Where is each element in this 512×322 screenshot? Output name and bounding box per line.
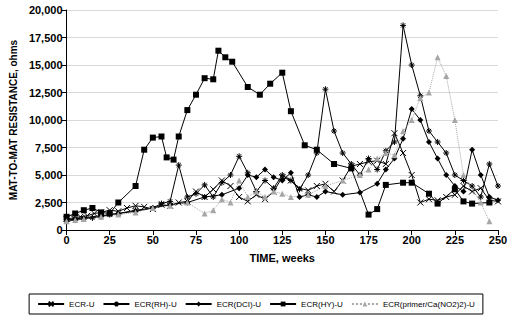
svg-text:ECR(HY)-U: ECR(HY)-U: [301, 300, 343, 309]
svg-text:150: 150: [316, 234, 334, 246]
svg-text:175: 175: [359, 234, 377, 246]
svg-text:125: 125: [273, 234, 291, 246]
svg-text:10,000: 10,000: [29, 114, 63, 126]
svg-text:25: 25: [104, 234, 116, 246]
svg-text:225: 225: [446, 234, 464, 246]
svg-text:17,500: 17,500: [29, 32, 63, 44]
svg-text:ECR(primer/Ca(NO2)2)-U: ECR(primer/Ca(NO2)2)-U: [383, 300, 475, 309]
svg-text:TIME, weeks: TIME, weeks: [250, 252, 315, 264]
svg-text:0: 0: [63, 234, 69, 246]
svg-text:50: 50: [147, 234, 159, 246]
svg-text:250: 250: [489, 234, 507, 246]
svg-text:7,500: 7,500: [35, 142, 63, 154]
svg-text:12,500: 12,500: [29, 87, 63, 99]
svg-text:20,000: 20,000: [29, 4, 63, 16]
svg-text:0: 0: [56, 224, 62, 236]
svg-text:MAT-TO-MAT RESISTANCE, ohms: MAT-TO-MAT RESISTANCE, ohms: [8, 39, 19, 200]
svg-text:75: 75: [190, 234, 202, 246]
svg-text:100: 100: [230, 234, 248, 246]
svg-text:200: 200: [403, 234, 421, 246]
svg-text:ECR-U: ECR-U: [69, 300, 95, 309]
svg-text:5,000: 5,000: [35, 169, 63, 181]
svg-text:2,500: 2,500: [35, 197, 63, 209]
svg-text:ECR(DCI)-U: ECR(DCI)-U: [217, 300, 262, 309]
svg-text:15,000: 15,000: [29, 59, 63, 71]
svg-text:ECR(RH)-U: ECR(RH)-U: [134, 300, 176, 309]
